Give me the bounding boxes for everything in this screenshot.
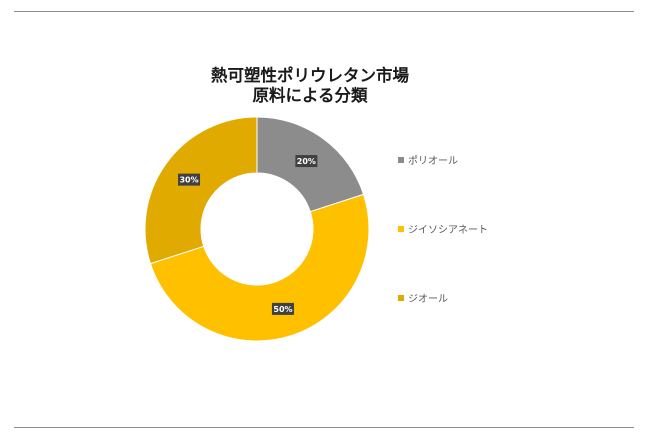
legend-label-polyol: ポリオール xyxy=(408,156,458,167)
data-label-diol: 30% xyxy=(178,173,201,186)
data-label-diisocyanate-text: 50% xyxy=(273,305,292,314)
legend-swatch-diol xyxy=(398,294,404,301)
top-divider xyxy=(14,11,634,12)
chart-title-line-2: 原料による分類 xyxy=(252,86,368,105)
data-label-polyol-text: 20% xyxy=(297,157,316,166)
slice-diisocyanate xyxy=(149,193,370,342)
data-label-polyol-box xyxy=(295,155,318,168)
legend-swatch-polyol xyxy=(398,156,404,163)
data-label-diisocyanate-box xyxy=(271,302,294,315)
legend-swatch-diisocyanate xyxy=(398,225,404,232)
data-label-diol-box xyxy=(178,173,201,186)
slice-diol xyxy=(144,116,258,265)
legend-label-diisocyanate: ジイソシアネート xyxy=(408,225,488,236)
legend-label-diol: ジオール xyxy=(408,294,448,305)
bottom-divider xyxy=(14,427,634,428)
data-label-diol-text: 30% xyxy=(179,176,198,185)
legend-item-diisocyanate: ジイソシアネート xyxy=(398,221,488,236)
data-label-diisocyanate: 50% xyxy=(271,302,294,315)
legend-item-polyol: ポリオール xyxy=(398,152,458,167)
data-label-polyol: 20% xyxy=(295,155,318,168)
chart-title: 熱可塑性ポリウレタン市場 原料による分類 xyxy=(160,66,460,106)
chart-title-line-1: 熱可塑性ポリウレタン市場 xyxy=(211,66,409,85)
legend-item-diol: ジオール xyxy=(398,290,448,305)
